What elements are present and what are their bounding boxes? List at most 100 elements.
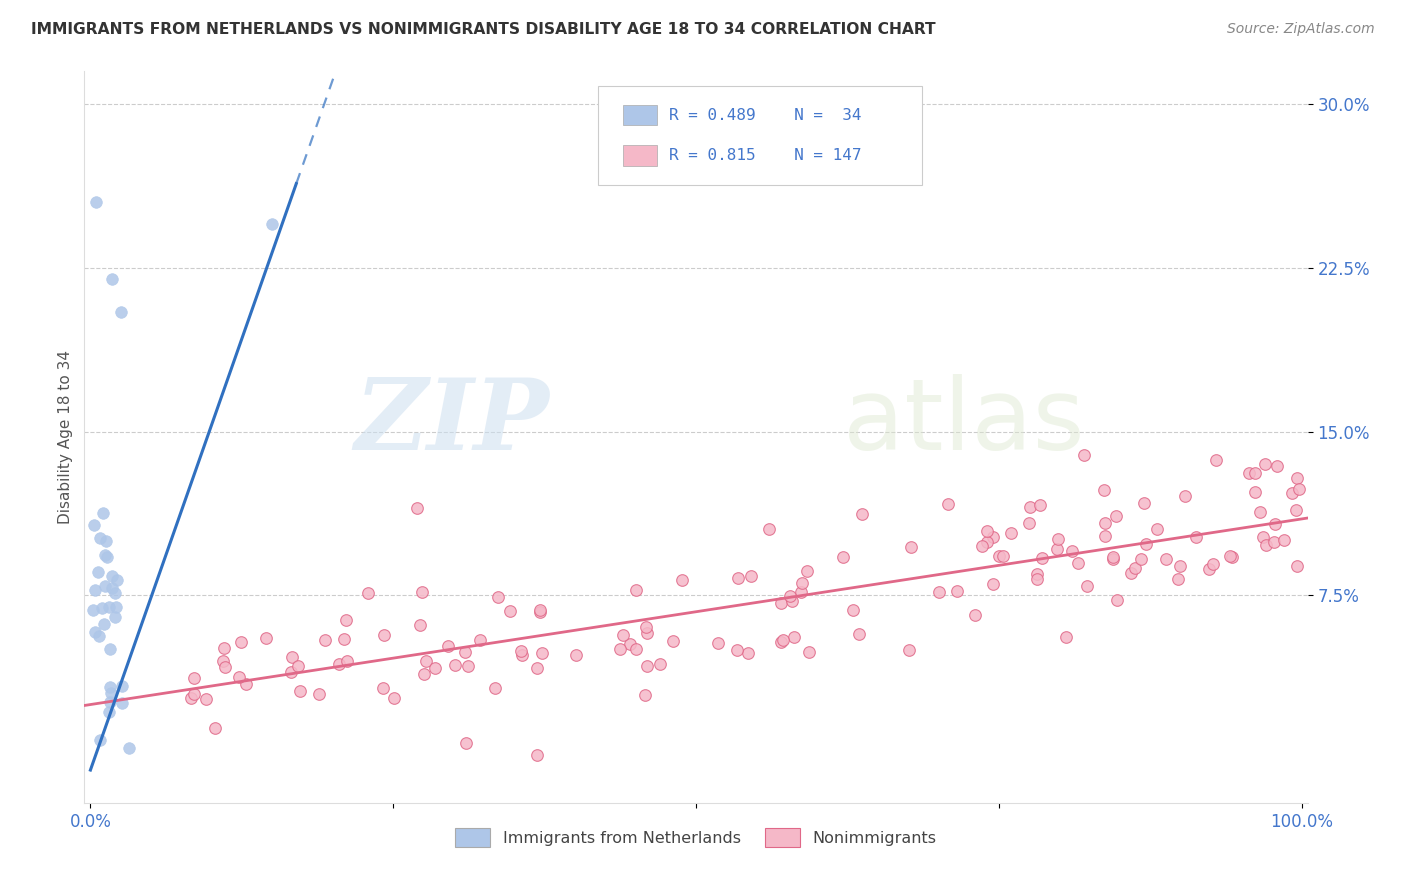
Point [457, 659, 479, 673]
Text: Source: ZipAtlas.com: Source: ZipAtlas.com [1227, 22, 1375, 37]
Point [842, 603, 865, 617]
Point [727, 571, 749, 585]
Point [1094, 529, 1116, 543]
Point [707, 636, 730, 650]
Point [111, 679, 134, 693]
Point [1125, 561, 1147, 575]
Point [790, 585, 813, 599]
Point [98, 641, 121, 656]
Point [619, 637, 641, 651]
Point [636, 659, 658, 673]
Point [1094, 516, 1116, 530]
Point [1146, 522, 1168, 536]
Point [928, 584, 950, 599]
Point [1249, 505, 1271, 519]
Point [1272, 533, 1295, 547]
Point [280, 650, 302, 665]
Point [770, 596, 793, 610]
Point [796, 564, 818, 578]
Point [1105, 593, 1128, 607]
Point [1264, 516, 1286, 531]
Point [1244, 466, 1267, 480]
Point [1018, 516, 1040, 530]
Point [1254, 458, 1277, 472]
Point [564, 648, 586, 662]
Point [526, 661, 548, 675]
Point [406, 501, 429, 516]
Point [1265, 458, 1288, 473]
Point [373, 681, 395, 696]
Point [104, 600, 127, 615]
Text: ZIP: ZIP [354, 375, 550, 471]
Point [900, 541, 922, 555]
Point [737, 646, 759, 660]
Point [983, 530, 1005, 544]
Point [82, 603, 104, 617]
Point [287, 658, 309, 673]
Point [101, 582, 124, 596]
Point [1220, 550, 1243, 565]
Point [110, 304, 132, 318]
Point [93, 506, 115, 520]
Point [499, 604, 522, 618]
Point [214, 660, 236, 674]
Point [970, 539, 993, 553]
Point [413, 667, 436, 681]
Point [848, 627, 870, 641]
Point [1025, 567, 1047, 582]
Point [262, 217, 284, 231]
Point [976, 524, 998, 539]
Point [740, 569, 762, 583]
Point [336, 654, 359, 668]
Point [83, 518, 105, 533]
Point [851, 507, 873, 521]
Point [648, 657, 671, 672]
Legend: Immigrants from Netherlands, Nonimmigrants: Immigrants from Netherlands, Nonimmigran… [449, 822, 943, 854]
Point [783, 631, 806, 645]
FancyBboxPatch shape [598, 86, 922, 185]
Point [89, 531, 111, 545]
Point [991, 549, 1014, 563]
Point [453, 644, 475, 658]
Point [328, 657, 350, 671]
Point [1000, 525, 1022, 540]
Point [454, 735, 477, 749]
Point [204, 721, 226, 735]
Point [231, 635, 253, 649]
Point [382, 691, 405, 706]
Point [1281, 486, 1303, 500]
Point [94, 548, 117, 562]
Point [212, 640, 235, 655]
Point [1251, 530, 1274, 544]
Point [758, 522, 780, 536]
Point [1031, 551, 1053, 566]
Point [96, 549, 118, 564]
Point [314, 633, 336, 648]
Text: IMMIGRANTS FROM NETHERLANDS VS NONIMMIGRANTS DISABILITY AGE 18 TO 34 CORRELATION: IMMIGRANTS FROM NETHERLANDS VS NONIMMIGR… [31, 22, 935, 37]
Point [86, 195, 108, 210]
Point [373, 628, 395, 642]
Point [87, 565, 110, 579]
Point [946, 584, 969, 599]
Point [1243, 485, 1265, 500]
Point [98, 681, 121, 695]
Point [1202, 557, 1225, 571]
Point [100, 569, 122, 583]
Point [98, 599, 121, 614]
Point [662, 634, 685, 648]
Point [1076, 579, 1098, 593]
FancyBboxPatch shape [623, 105, 657, 126]
Point [288, 684, 311, 698]
Point [1237, 466, 1260, 480]
Point [357, 586, 380, 600]
Point [98, 695, 121, 709]
Text: R = 0.815    N = 147: R = 0.815 N = 147 [669, 148, 862, 163]
Point [183, 671, 205, 685]
Point [333, 632, 356, 647]
Point [1025, 572, 1047, 586]
Point [89, 733, 111, 747]
Point [612, 628, 634, 642]
Point [468, 632, 491, 647]
Point [235, 677, 257, 691]
Point [104, 610, 127, 624]
